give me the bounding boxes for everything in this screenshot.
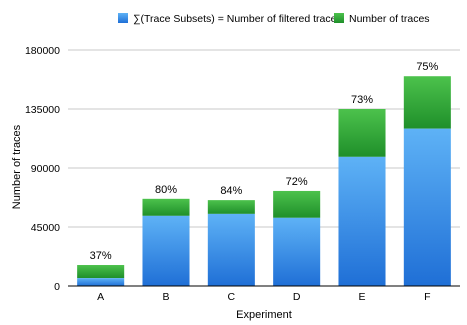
- legend-swatch-filtered: [118, 13, 128, 23]
- y-axis-label: Number of traces: [11, 124, 23, 209]
- gridlines: [68, 49, 460, 228]
- x-tick-label: C: [228, 291, 236, 303]
- legend: ∑(Trace Subsets) = Number of filtered tr…: [118, 13, 430, 25]
- bar-total-D: [273, 190, 321, 218]
- bar-filtered-E: [338, 156, 386, 286]
- legend-label-total: Number of traces: [349, 13, 430, 25]
- legend-label-filtered: ∑(Trace Subsets) = Number of filtered tr…: [133, 13, 342, 25]
- bar-filtered-D: [273, 217, 321, 286]
- y-axis-ticks: 0 45000 90000 135000 180000: [25, 45, 60, 293]
- bar-total-B: [142, 198, 190, 216]
- x-tick-label: A: [97, 291, 104, 303]
- y-tick-label: 135000: [25, 104, 60, 116]
- bars: 37% 80% 84% 72% 73% 75%: [77, 61, 451, 286]
- bar-total-C: [207, 200, 255, 214]
- bar-total-E: [338, 109, 386, 157]
- x-axis-label: Experiment: [236, 309, 292, 321]
- x-tick-label: E: [358, 291, 365, 303]
- bar-total-F: [403, 76, 451, 129]
- bar-filtered-A: [77, 278, 125, 286]
- bar-percent-label: 75%: [416, 61, 438, 73]
- y-tick-label: 0: [54, 281, 60, 293]
- bar-percent-label: 73%: [351, 94, 373, 106]
- y-tick-label: 90000: [31, 163, 60, 175]
- bar-percent-label: 37%: [90, 250, 112, 262]
- bar-percent-label: 84%: [220, 185, 242, 197]
- bar-filtered-B: [142, 215, 190, 286]
- x-tick-label: B: [162, 291, 169, 303]
- x-axis-ticks: A B C D E F: [97, 291, 430, 303]
- y-tick-label: 45000: [31, 222, 60, 234]
- bar-percent-label: 72%: [286, 176, 308, 188]
- y-tick-label: 180000: [25, 45, 60, 57]
- x-tick-label: F: [424, 291, 430, 303]
- bar-percent-label: 80%: [155, 184, 177, 196]
- bar-total-A: [77, 265, 125, 279]
- bar-filtered-C: [207, 213, 255, 286]
- x-tick-label: D: [293, 291, 301, 303]
- bar-filtered-F: [403, 128, 451, 286]
- legend-swatch-total: [334, 13, 344, 23]
